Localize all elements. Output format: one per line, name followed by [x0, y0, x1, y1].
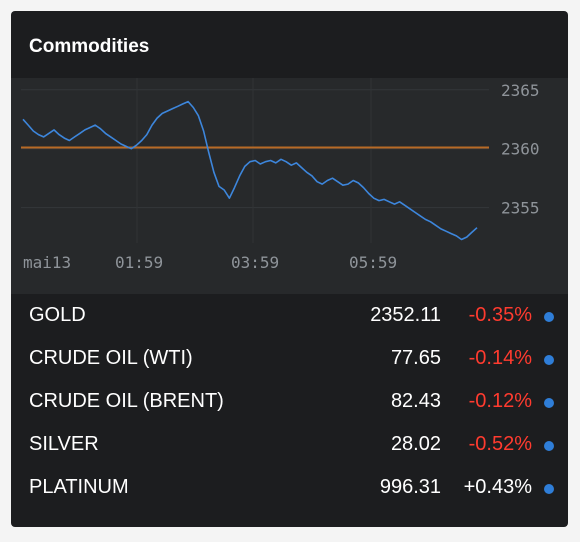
x-tick-label: 05:59	[349, 253, 397, 272]
commodity-name: PLATINUM	[29, 476, 129, 498]
price-chart[interactable]: 2365 2360 2355 mai13 01:59 03:59 05:59	[11, 78, 568, 294]
commodity-name: SILVER	[29, 433, 99, 455]
commodity-change: -0.35%	[468, 304, 532, 326]
commodity-price: 77.65	[390, 347, 441, 369]
widget-title: Commodities	[29, 36, 150, 57]
commodity-list: GOLD 2352.11 -0.35% CRUDE OIL (WTI) 77.6…	[11, 294, 568, 509]
status-dot-icon	[544, 312, 554, 322]
x-tick-label: 01:59	[115, 253, 163, 272]
commodity-row-silver[interactable]: SILVER 28.02 -0.52%	[11, 423, 568, 466]
y-tick-label: 2355	[501, 199, 540, 218]
chart-svg: 2365 2360 2355 mai13 01:59 03:59 05:59	[21, 78, 540, 272]
commodity-row-crude-oil-brent[interactable]: CRUDE OIL (BRENT) 82.43 -0.12%	[11, 380, 568, 423]
commodity-row-gold[interactable]: GOLD 2352.11 -0.35%	[11, 294, 568, 337]
commodities-widget: Commodities 2365 2360 2355 mai13 01:59 03:59 0…	[11, 11, 568, 527]
commodity-change: -0.12%	[468, 390, 532, 412]
commodity-name: CRUDE OIL (WTI)	[29, 347, 193, 369]
commodity-change: -0.14%	[468, 347, 532, 369]
commodity-price: 2352.11	[370, 304, 441, 326]
y-tick-label: 2360	[501, 140, 540, 159]
commodity-name: CRUDE OIL (BRENT)	[29, 390, 224, 412]
commodity-row-platinum[interactable]: PLATINUM 996.31 +0.43%	[11, 466, 568, 509]
x-tick-label: 03:59	[231, 253, 279, 272]
commodity-name: GOLD	[29, 304, 86, 326]
commodity-change: -0.52%	[468, 433, 532, 455]
commodity-change: +0.43%	[463, 476, 532, 498]
status-dot-icon	[544, 484, 554, 494]
commodity-row-crude-oil-wti[interactable]: CRUDE OIL (WTI) 77.65 -0.14%	[11, 337, 568, 380]
commodity-price: 28.02	[390, 433, 441, 455]
x-tick-label: mai13	[23, 253, 71, 272]
y-tick-label: 2365	[501, 81, 540, 100]
price-series-line	[22, 100, 478, 241]
status-dot-icon	[544, 355, 554, 365]
status-dot-icon	[544, 441, 554, 451]
commodity-price: 996.31	[379, 476, 441, 498]
status-dot-icon	[544, 398, 554, 408]
commodity-price: 82.43	[390, 390, 441, 412]
